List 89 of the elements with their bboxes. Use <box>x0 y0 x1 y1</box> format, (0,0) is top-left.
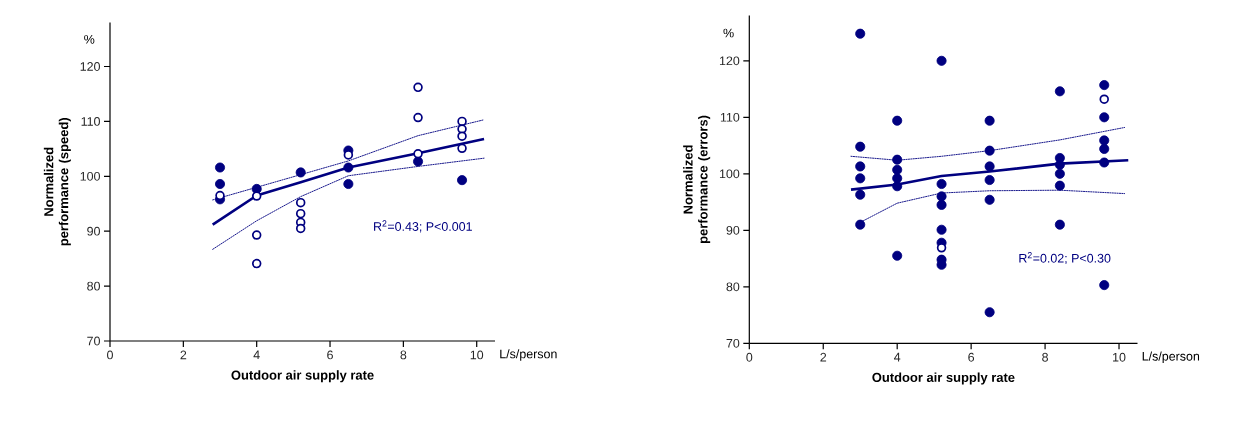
y-tick-label: 120 <box>719 56 740 66</box>
point <box>936 224 947 235</box>
x-tick-label: 6 <box>327 350 333 360</box>
point <box>984 145 995 156</box>
point <box>855 189 866 200</box>
x-tick-label: 8 <box>1042 352 1048 362</box>
point <box>855 141 866 152</box>
point <box>984 161 995 172</box>
point <box>1099 94 1109 104</box>
point <box>413 156 424 167</box>
point <box>855 28 866 39</box>
point <box>457 175 468 186</box>
point <box>1099 157 1110 168</box>
point <box>892 181 903 192</box>
y-axis-title: Normalized performance (errors) <box>683 115 711 244</box>
text: L/s/person <box>1142 351 1200 364</box>
point <box>892 250 903 261</box>
point <box>251 230 262 240</box>
y-tick-label: 100 <box>80 171 100 181</box>
point <box>1054 180 1065 191</box>
annotation: R$^{2}$=0.43; P<0.001 <box>374 220 472 233</box>
point <box>892 164 903 175</box>
point <box>936 243 947 253</box>
x-tick-label: 10 <box>1113 352 1126 362</box>
x-axis-title: Outdoor air supply rate <box>231 370 374 383</box>
point <box>1099 143 1110 154</box>
point <box>1099 135 1110 146</box>
x-tick-label: 4 <box>894 352 901 362</box>
y-tick-label: 70 <box>87 336 100 346</box>
text: % <box>723 28 734 38</box>
line-series <box>212 157 485 250</box>
point <box>936 191 947 202</box>
point <box>855 161 866 172</box>
y-tick-label: 100 <box>719 169 740 179</box>
point <box>892 154 903 165</box>
point <box>1054 86 1065 97</box>
point <box>215 162 226 173</box>
point <box>295 208 306 219</box>
point <box>936 199 947 210</box>
point <box>1099 280 1110 291</box>
point <box>251 258 262 269</box>
point <box>295 167 306 178</box>
y-tick-label: 70 <box>726 338 740 348</box>
point <box>295 197 306 208</box>
annotation: R$^{2}$=0.02; P<0.30 <box>1019 252 1111 265</box>
x-tick-label: 8 <box>400 350 407 360</box>
point <box>936 55 947 66</box>
point <box>215 178 226 189</box>
point <box>1099 112 1110 123</box>
x-tick-label: 10 <box>470 350 484 360</box>
x-tick-label: 2 <box>180 350 187 360</box>
point <box>251 191 262 201</box>
point <box>457 131 467 141</box>
point <box>984 175 995 186</box>
point <box>984 115 995 126</box>
point <box>413 112 423 123</box>
text: L/s/person <box>500 349 557 361</box>
y-tick-label: 110 <box>720 112 740 122</box>
point <box>855 173 866 184</box>
point <box>343 150 354 160</box>
point <box>855 219 866 230</box>
point <box>457 116 467 127</box>
y-tick-label: 80 <box>726 282 740 292</box>
x-tick-label: 2 <box>820 352 827 362</box>
y-axis-title: Normalized performance (speed) <box>43 118 71 246</box>
text: % <box>84 34 95 44</box>
x-tick-label: 0 <box>746 352 753 362</box>
point <box>413 149 423 159</box>
point <box>1054 168 1065 179</box>
point <box>1099 80 1110 91</box>
point <box>1054 219 1065 230</box>
point <box>457 143 467 154</box>
y-tick-label: 120 <box>80 62 100 71</box>
point <box>295 223 306 234</box>
y-tick-label: 110 <box>81 117 100 126</box>
point <box>892 115 903 126</box>
point <box>984 307 995 318</box>
x-tick-label: 4 <box>253 350 260 360</box>
x-axis-title: Outdoor air supply rate <box>872 372 1015 385</box>
x-tick-label: 0 <box>107 350 113 360</box>
point <box>413 82 423 93</box>
point <box>984 194 995 205</box>
y-tick-label: 80 <box>87 281 100 291</box>
y-tick-label: 90 <box>87 226 100 236</box>
point <box>343 162 354 173</box>
x-tick-label: 6 <box>968 352 975 362</box>
point <box>936 178 947 189</box>
y-tick-label: 90 <box>726 225 740 235</box>
point <box>343 178 354 189</box>
